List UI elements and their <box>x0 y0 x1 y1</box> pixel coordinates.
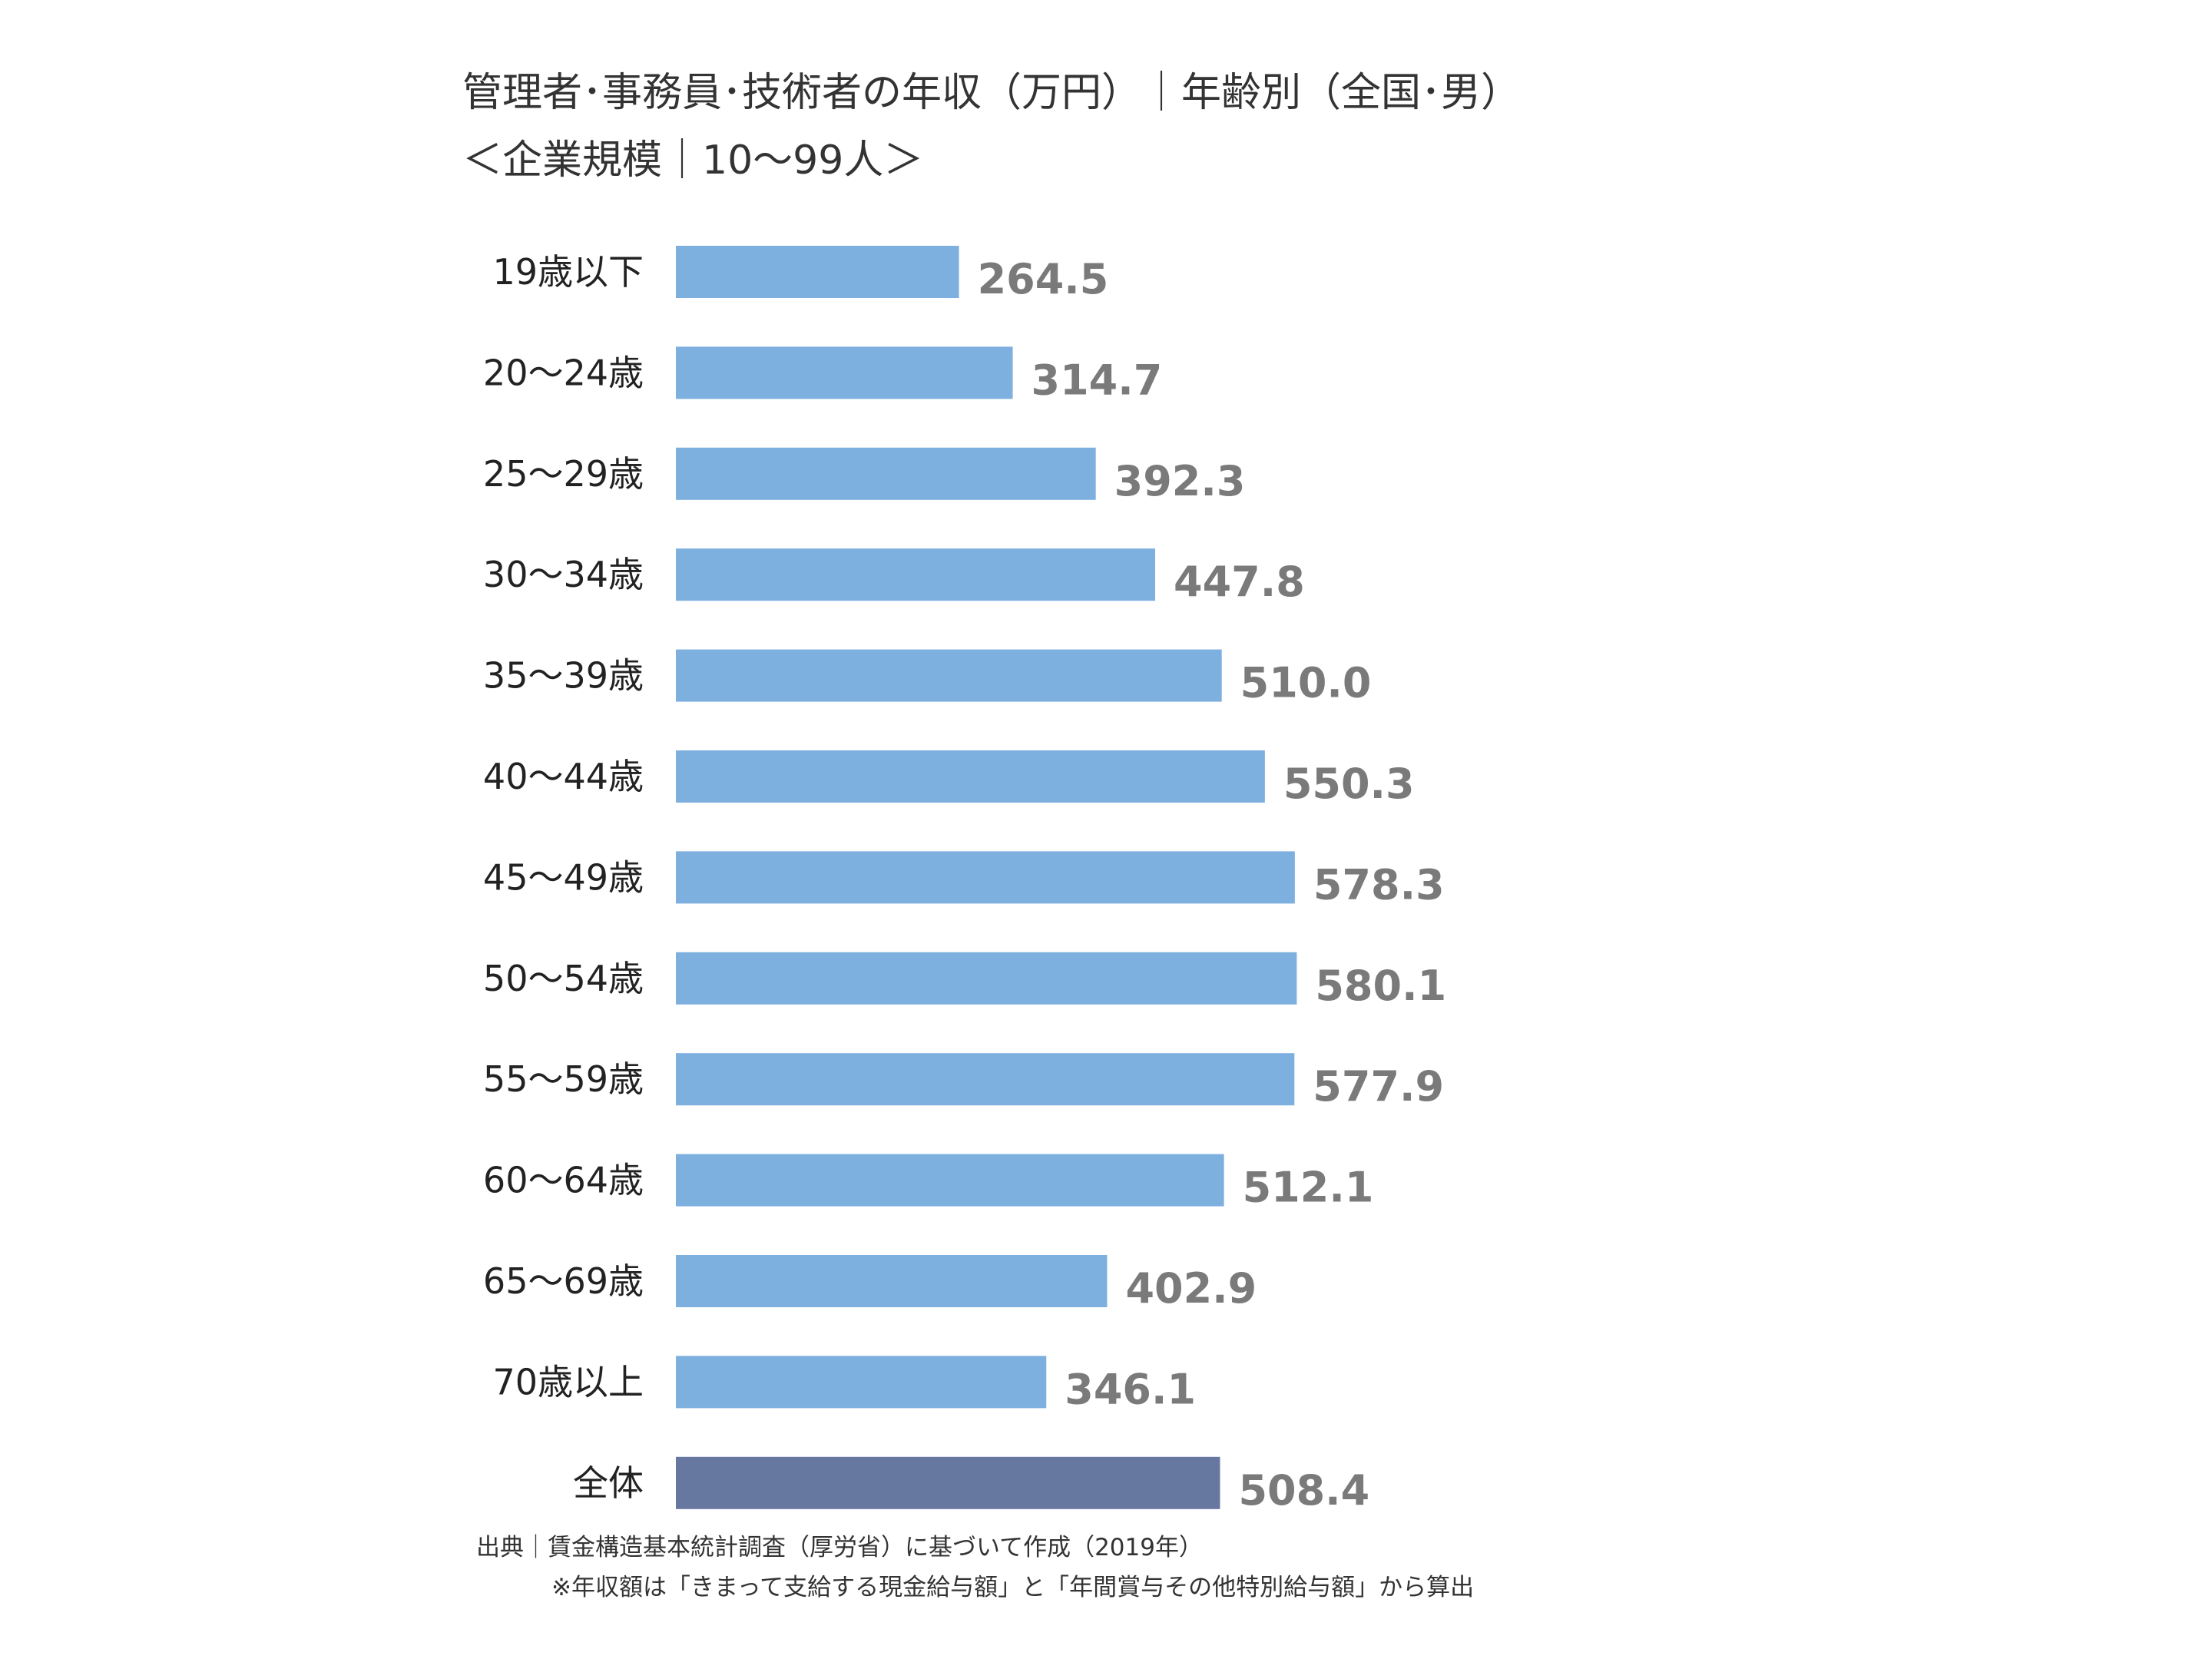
bar-9 <box>676 1154 1224 1207</box>
value-label: 264.5 <box>978 255 1109 303</box>
source-note: 出典｜賃金構造基本統計調査（厚労省）に基づいて作成（2019年） <box>476 1534 1203 1561</box>
bars-group: 19歳以下 264.5 20〜24歳 314.7 25〜29歳 392.3 30〜34歳 44… <box>483 246 1446 1515</box>
bar-0 <box>676 246 959 298</box>
category-label: 55〜59歳 <box>483 1058 644 1100</box>
category-label: 全体 <box>573 1462 644 1504</box>
bar-11 <box>676 1356 1047 1409</box>
value-label: 510.0 <box>1240 659 1372 707</box>
bar-4 <box>676 649 1222 702</box>
footnote: ※年収額は「きまって支給する現金給与額」と「年間賞与その他特別給与額」から算出 <box>551 1574 1474 1601</box>
value-label: 447.8 <box>1174 558 1305 606</box>
value-label: 550.3 <box>1283 760 1415 808</box>
category-label: 65〜69歳 <box>483 1260 644 1302</box>
category-label: 50〜54歳 <box>483 958 644 999</box>
bar-2 <box>676 447 1096 500</box>
chart-subtitle: ＜企業規模｜10〜99人＞ <box>462 137 923 184</box>
value-label: 392.3 <box>1114 457 1246 505</box>
value-label: 346.1 <box>1065 1365 1196 1413</box>
category-label: 60〜64歳 <box>483 1160 644 1201</box>
category-label: 45〜49歳 <box>483 856 644 898</box>
value-label: 512.1 <box>1243 1164 1374 1212</box>
category-label: 30〜34歳 <box>483 554 644 595</box>
category-label: 20〜24歳 <box>483 352 644 393</box>
chart-title: 管理者･事務員･技術者の年収（万円）｜年齢別（全国･男） <box>462 70 1521 116</box>
bar-1 <box>676 346 1013 399</box>
value-label: 580.1 <box>1315 962 1446 1010</box>
bar-12 <box>676 1456 1220 1509</box>
bar-10 <box>676 1255 1108 1307</box>
bar-6 <box>676 851 1295 904</box>
category-label: 40〜44歳 <box>483 756 644 797</box>
bar-8 <box>676 1053 1295 1106</box>
value-label: 508.4 <box>1238 1466 1369 1515</box>
category-label: 19歳以下 <box>492 251 644 293</box>
bar-7 <box>676 952 1297 1005</box>
category-label: 70歳以上 <box>492 1361 644 1402</box>
bar-3 <box>676 548 1156 601</box>
value-label: 578.3 <box>1313 860 1445 909</box>
value-label: 577.9 <box>1313 1062 1444 1111</box>
value-label: 314.7 <box>1031 356 1163 404</box>
bar-5 <box>676 750 1265 803</box>
category-label: 25〜29歳 <box>483 453 644 495</box>
value-label: 402.9 <box>1125 1264 1257 1313</box>
category-label: 35〜39歳 <box>483 655 644 697</box>
